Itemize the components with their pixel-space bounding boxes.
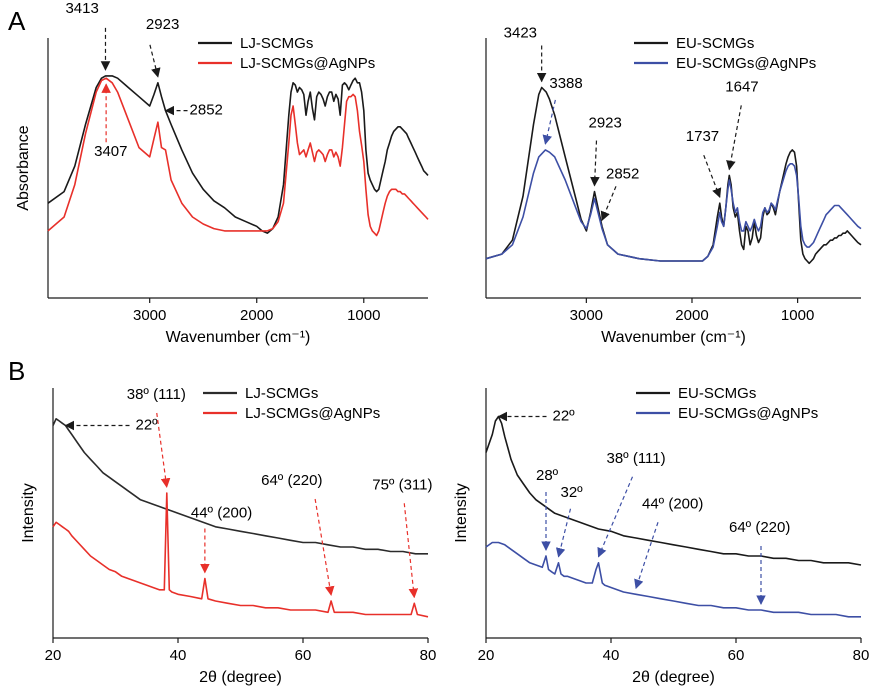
annotation-label: 44º (200) [191, 505, 252, 522]
x-tick-label: 3000 [133, 307, 166, 324]
annotation-label: 3413 [65, 0, 98, 17]
legend-entry: LJ-SCMGs [240, 35, 313, 52]
x-axis-title: 2θ (degree) [632, 669, 715, 686]
x-tick-label: 60 [728, 647, 745, 664]
annotation-arrow [314, 498, 335, 596]
y-axis-title: Intensity [453, 483, 470, 543]
x-tick-label: 60 [295, 647, 312, 664]
x-tick-label: 1000 [347, 307, 380, 324]
annotation-arrow [703, 154, 722, 199]
annotation-label: 22º [553, 408, 576, 425]
series-line-eu-scmgs [485, 86, 862, 265]
annotation-label: 2923 [588, 115, 621, 132]
annotation-label: 38º (111) [127, 386, 186, 403]
x-tick-label: 40 [170, 647, 187, 664]
legend-entry: EU-SCMGs [678, 385, 756, 402]
y-axis-title: Intensity [20, 483, 37, 543]
x-axis-title: Wavenumber (cm⁻¹) [601, 329, 746, 346]
x-tick-label: 80 [853, 647, 869, 664]
annotation-label: 44º (200) [642, 495, 703, 512]
x-tick-label: 1000 [781, 307, 814, 324]
legend-entry: LJ-SCMGs@AgNPs [240, 55, 375, 72]
series-line-lj-scmgs-agnps [47, 77, 429, 237]
x-tick-label: 20 [478, 647, 495, 664]
annotation-label: 64º (220) [261, 472, 322, 489]
series-line-eu-scmgs [485, 415, 862, 566]
annotation-arrow [726, 105, 742, 171]
annotation-label: 75º (311) [372, 476, 432, 493]
annotation-arrow [403, 503, 419, 599]
annotation-label: 38º (111) [607, 450, 666, 467]
x-tick-label: 2000 [675, 307, 708, 324]
annotation-label: 28º [536, 467, 559, 484]
legend-entry: LJ-SCMGs [245, 385, 318, 402]
annotation-label: 3388 [549, 75, 582, 92]
annotation-arrow [597, 476, 634, 558]
annotation-label: 2923 [146, 16, 179, 33]
panel-label-a: A [8, 6, 26, 36]
x-axis-title: Wavenumber (cm⁻¹) [166, 329, 311, 346]
series-line-eu-scmgs-agnps [485, 541, 861, 618]
annotation-arrow [590, 140, 600, 187]
x-tick-label: 40 [603, 647, 620, 664]
legend-entry: EU-SCMGs [676, 35, 754, 52]
legend-entry: LJ-SCMGs@AgNPs [245, 405, 380, 422]
annotation-label: 3407 [94, 143, 127, 160]
chart-layer: 3000 2000 1000 Wavenumber (cm⁻¹) Absorbance L… [15, 0, 869, 686]
annotation-arrow [634, 522, 659, 590]
series-line-lj-scmgs [47, 75, 429, 234]
x-tick-label: 20 [45, 647, 62, 664]
annotation-label: 64º (220) [729, 519, 790, 536]
x-tick-label: 3000 [570, 307, 603, 324]
annotation-arrow [600, 186, 617, 222]
annotation-label: 1737 [686, 128, 719, 145]
annotation-arrow [542, 99, 556, 145]
legend-entry: EU-SCMGs@AgNPs [678, 405, 818, 422]
series-line-eu-scmgs-agnps [485, 149, 862, 262]
x-tick-label: 80 [420, 647, 437, 664]
annotation-label: 2852 [190, 102, 223, 119]
annotation-arrow [555, 508, 572, 558]
annotation-arrow [149, 44, 161, 78]
series-line-lj-scmgs-agnps [52, 492, 429, 618]
panel-label-b: B [8, 356, 25, 386]
legend-entry: EU-SCMGs@AgNPs [676, 55, 816, 72]
annotation-label: 22º [136, 417, 159, 434]
annotation-label: 1647 [725, 78, 758, 95]
annotation-label: 3423 [504, 24, 537, 41]
series-line-lj-scmgs [52, 418, 428, 555]
x-axis-title: 2θ (degree) [199, 669, 282, 686]
annotation-label: 32º [561, 484, 584, 501]
annotation-label: 2852 [606, 165, 639, 182]
y-axis-title: Absorbance [15, 125, 32, 210]
x-tick-label: 2000 [240, 307, 273, 324]
annotation-arrow [156, 412, 171, 488]
